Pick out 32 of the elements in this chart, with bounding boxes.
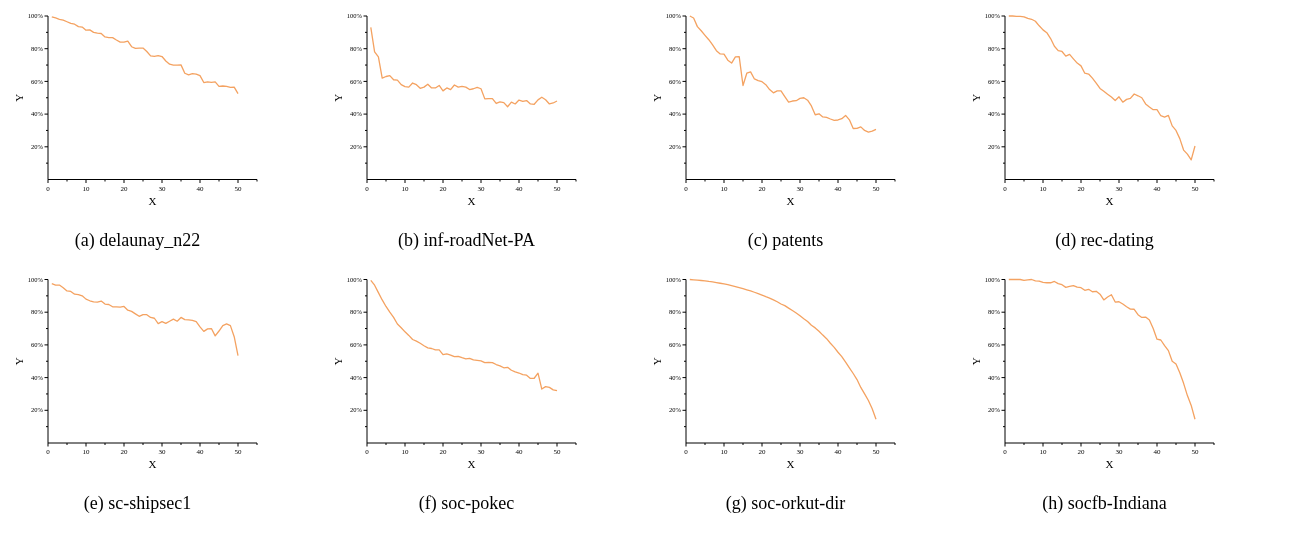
text: (b) inf-roadNet-PA bbox=[398, 229, 535, 251]
y-axis-title: Y bbox=[970, 93, 982, 102]
line-series bbox=[51, 16, 239, 95]
text: (f) soc-pokec bbox=[418, 493, 515, 514]
line-series bbox=[689, 278, 877, 420]
y-axis-title: Y bbox=[651, 357, 663, 366]
x-axis-title: X bbox=[1105, 194, 1114, 207]
y-axis-title: Y bbox=[13, 93, 25, 102]
y-axis-title: Y bbox=[332, 93, 344, 102]
y-axis-title: Y bbox=[970, 357, 982, 366]
text: (a) delaunay_n22 bbox=[74, 229, 201, 251]
text: (e) sc-shipsec1 bbox=[83, 493, 192, 514]
text: (h) socfb-Indiana bbox=[1042, 493, 1167, 514]
line-series bbox=[1008, 278, 1196, 420]
y-axis-title: Y bbox=[332, 357, 344, 366]
x-axis-title: X bbox=[786, 458, 795, 470]
x-axis-title: X bbox=[1105, 458, 1114, 470]
x-axis-title: X bbox=[467, 458, 476, 470]
x-axis-title: X bbox=[148, 458, 157, 470]
text: (d) rec-dating bbox=[1055, 229, 1154, 251]
x-axis-title: X bbox=[467, 194, 476, 207]
text: (g) soc-orkut-dir bbox=[725, 493, 846, 514]
line-series bbox=[689, 15, 877, 133]
x-axis-title: X bbox=[786, 194, 795, 207]
x-axis-title: X bbox=[148, 194, 157, 207]
line-series bbox=[1008, 15, 1196, 161]
line-series bbox=[370, 279, 558, 392]
y-axis-title: Y bbox=[13, 357, 25, 366]
line-series bbox=[370, 26, 558, 108]
text: (c) patents bbox=[747, 229, 824, 251]
y-axis-title: Y bbox=[651, 93, 663, 102]
line-series bbox=[51, 282, 239, 357]
